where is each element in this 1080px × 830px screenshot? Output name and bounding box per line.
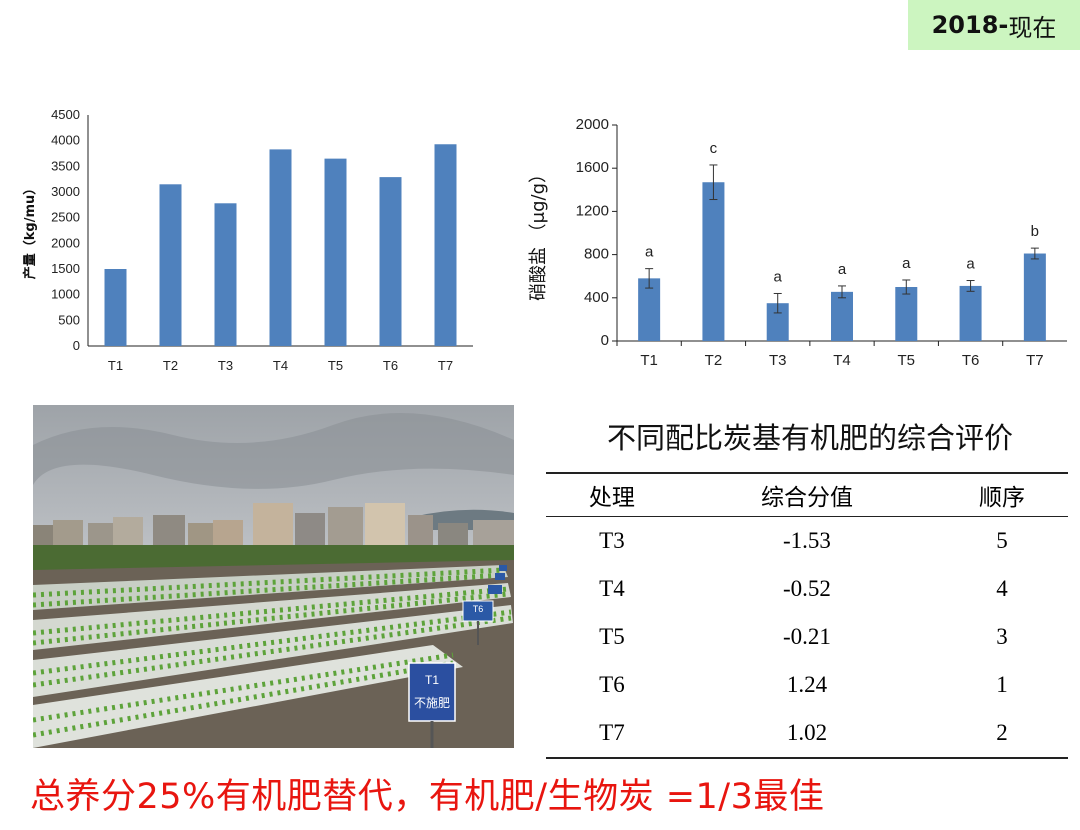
x-tick-label: T1 — [108, 358, 123, 373]
table-row: T6 1.24 1 — [546, 661, 1068, 709]
cell-score: 1.24 — [786, 672, 828, 697]
cell-score: -1.53 — [783, 528, 831, 553]
y-tick-label: 2000 — [576, 116, 609, 133]
plot-sign-t6: T6 — [462, 600, 494, 645]
x-tick-label: T4 — [833, 352, 851, 369]
x-tick-label: T7 — [438, 358, 453, 373]
significance-label: a — [838, 261, 847, 278]
y-axis-label: 硝酸盐 （μg/g） — [528, 165, 549, 301]
bar-t7 — [1023, 253, 1046, 341]
y-tick-label: 4000 — [51, 133, 80, 148]
x-tick-label: T2 — [705, 352, 723, 369]
significance-label: a — [645, 244, 654, 261]
cell-treatment: T3 — [599, 528, 625, 553]
bar-t5 — [324, 158, 347, 346]
x-tick-label: T7 — [1026, 352, 1044, 369]
y-tick-label: 1200 — [576, 202, 609, 219]
evaluation-table: 处理 综合分值 顺序 T3 -1.53 5 T4 -0.52 4 T5 -0.21 3 T6… — [546, 472, 1068, 759]
bar-t3 — [214, 203, 237, 346]
table-row: T3 -1.53 5 — [546, 517, 1068, 566]
table-row: T5 -0.21 3 — [546, 613, 1068, 661]
y-tick-label: 3500 — [51, 158, 80, 173]
bar-t1 — [638, 278, 661, 341]
cell-rank: 5 — [996, 528, 1008, 553]
y-tick-label: 1000 — [51, 287, 80, 302]
header-treatment: 处理 — [546, 472, 678, 517]
y-tick-label: 400 — [584, 289, 609, 306]
period-badge: 2018- 现在 — [908, 0, 1080, 50]
y-tick-label: 2000 — [51, 235, 80, 250]
y-tick-label: 0 — [73, 338, 80, 353]
bar-t7 — [434, 144, 457, 346]
bar-t2 — [159, 184, 182, 346]
x-tick-label: T6 — [383, 358, 398, 373]
significance-label: c — [710, 140, 718, 157]
y-tick-label: 3000 — [51, 184, 80, 199]
y-tick-label: 0 — [601, 332, 609, 349]
svg-text:不施肥: 不施肥 — [414, 696, 450, 710]
x-tick-label: T2 — [163, 358, 178, 373]
badge-year: 2018- — [931, 11, 1009, 39]
y-tick-label: 500 — [58, 312, 80, 327]
cell-score: -0.21 — [783, 624, 831, 649]
significance-label: b — [1031, 223, 1039, 240]
conclusion-text: 总养分25%有机肥替代，有机肥/生物炭 =1/3最佳 — [30, 777, 825, 817]
svg-text:T1: T1 — [425, 673, 439, 687]
x-tick-label: T4 — [273, 358, 288, 373]
field-photo: T6 T1 不施肥 — [33, 405, 514, 748]
badge-text: 现在 — [1008, 13, 1057, 42]
x-tick-label: T3 — [769, 352, 787, 369]
clouds — [33, 413, 514, 489]
y-tick-label: 1600 — [576, 159, 609, 176]
cell-treatment: T5 — [599, 624, 625, 649]
cell-score: -0.52 — [783, 576, 831, 601]
cell-treatment: T4 — [599, 576, 625, 601]
x-tick-label: T1 — [640, 352, 658, 369]
x-tick-label: T5 — [328, 358, 343, 373]
significance-label: a — [966, 256, 975, 273]
cell-treatment: T6 — [599, 672, 625, 697]
x-tick-label: T6 — [962, 352, 980, 369]
cell-score: 1.02 — [677, 709, 937, 759]
bar-t5 — [895, 287, 918, 341]
y-axis-label: 产量（kg/mu） — [22, 182, 38, 280]
table-title: 不同配比炭基有机肥的综合评价 — [606, 421, 1013, 455]
y-tick-label: 4500 — [51, 107, 80, 122]
significance-label: a — [902, 255, 911, 272]
small-signs — [488, 565, 507, 594]
bar-t3 — [766, 303, 789, 341]
header-score: 综合分值 — [677, 472, 937, 517]
cell-rank: 3 — [996, 624, 1008, 649]
y-tick-label: 2500 — [51, 210, 80, 225]
cell-rank: 4 — [996, 576, 1008, 601]
y-tick-label: 1500 — [51, 261, 80, 276]
plot-sign-t1: T1 不施肥 — [408, 662, 456, 748]
nitrate-bar-chart: 0 400 800 1200 1600 2000 T1 a T2 c T3 a T4 a T5 a T6 a T7 b… — [528, 116, 1067, 369]
bar-t6 — [959, 285, 982, 341]
lettuce-rows — [33, 567, 512, 738]
bar-t4 — [831, 291, 853, 341]
bar-t4 — [269, 149, 292, 346]
table-row: T7 1.02 2 — [546, 709, 1068, 759]
x-tick-label: T5 — [898, 352, 916, 369]
yield-bar-chart: 0 500 1000 1500 2000 2500 3000 3500 4000 4500 T1 T2… — [22, 107, 473, 373]
y-tick-label: 800 — [584, 246, 609, 263]
bar-t6 — [379, 177, 402, 346]
cell-rank: 2 — [936, 709, 1068, 759]
bar-t2 — [702, 182, 725, 341]
bar-t1 — [104, 269, 127, 346]
svg-text:T6: T6 — [473, 604, 484, 614]
significance-label: a — [774, 268, 783, 285]
cell-rank: 1 — [996, 672, 1008, 697]
table-row: T4 -0.52 4 — [546, 565, 1068, 613]
cell-treatment: T7 — [546, 709, 678, 759]
table-header-row: 处理 综合分值 顺序 — [546, 472, 1068, 517]
header-rank: 顺序 — [936, 472, 1068, 517]
x-tick-label: T3 — [218, 358, 233, 373]
